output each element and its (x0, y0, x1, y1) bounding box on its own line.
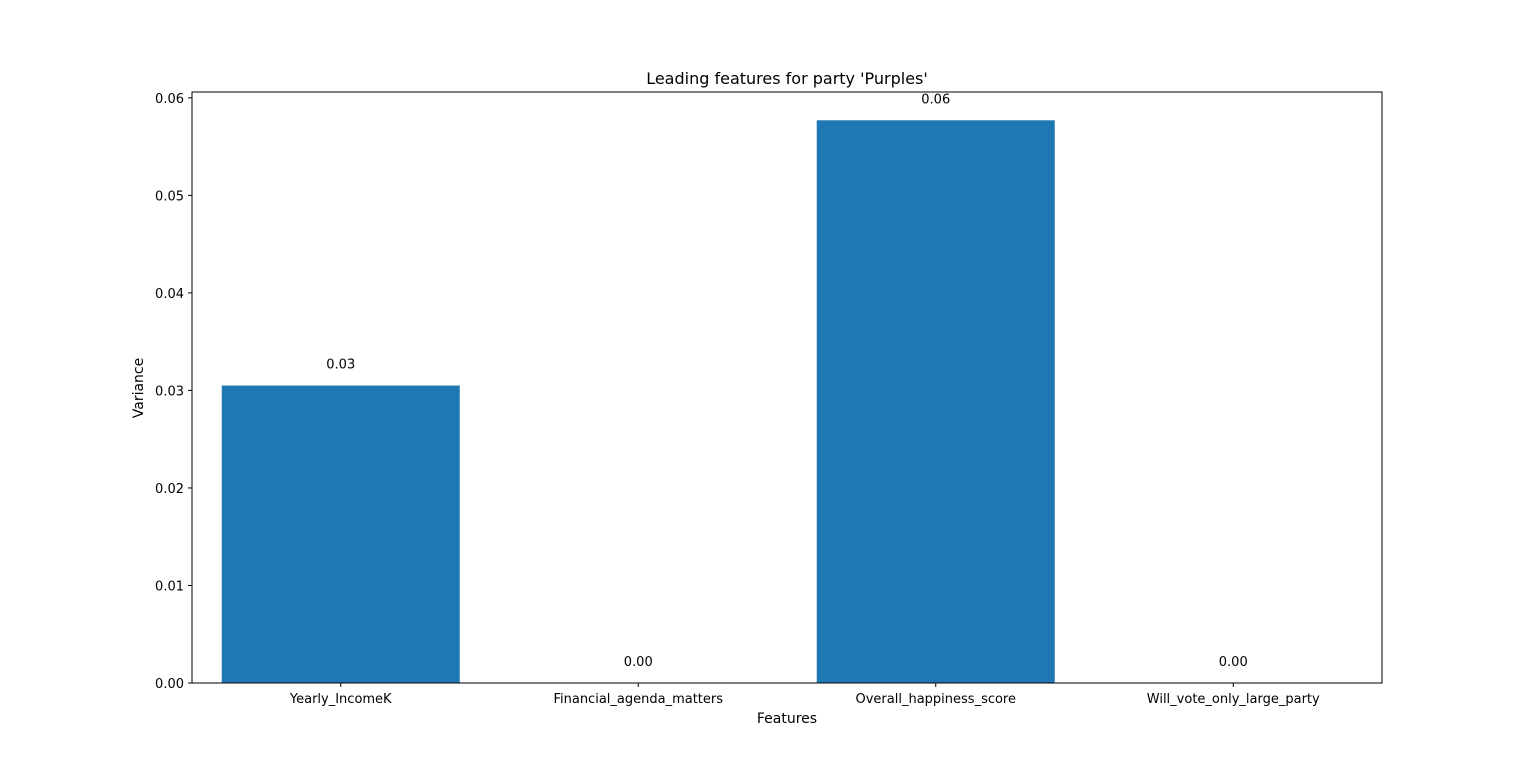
x-tick-label: Yearly_IncomeK (289, 692, 392, 707)
x-tick-label: Overall_happiness_score (856, 692, 1017, 707)
y-tick-label: 0.02 (155, 482, 184, 497)
chart-title: Leading features for party 'Purples' (646, 69, 928, 88)
bar-labels: 0.03 0.00 0.06 0.00 (326, 92, 1247, 670)
x-tick-label: Will_vote_only_large_party (1147, 692, 1320, 707)
data-label: 0.00 (624, 655, 653, 670)
y-tick-label: 0.01 (155, 579, 184, 594)
y-tick-label: 0.04 (155, 287, 184, 302)
y-axis-label: Variance (131, 358, 147, 418)
data-label: 0.00 (1219, 655, 1248, 670)
data-label: 0.03 (326, 358, 355, 373)
bar-yearly-incomek (221, 385, 460, 683)
y-tick-label: 0.03 (155, 384, 184, 399)
x-axis-label: Features (757, 711, 817, 727)
y-axis: 0.00 0.01 0.02 0.03 0.04 0.05 0.06 (155, 92, 192, 692)
x-axis: Yearly_IncomeK Financial_agenda_matters Ov… (289, 683, 1320, 707)
x-tick-label: Financial_agenda_matters (553, 692, 723, 707)
plot-frame (191, 91, 1383, 684)
y-tick-label: 0.06 (155, 92, 184, 107)
y-tick-label: 0.05 (155, 189, 184, 204)
y-tick-label: 0.00 (155, 677, 184, 692)
bar-overall-happiness-score (816, 120, 1055, 684)
bars (221, 120, 1055, 684)
data-label: 0.06 (921, 92, 950, 107)
